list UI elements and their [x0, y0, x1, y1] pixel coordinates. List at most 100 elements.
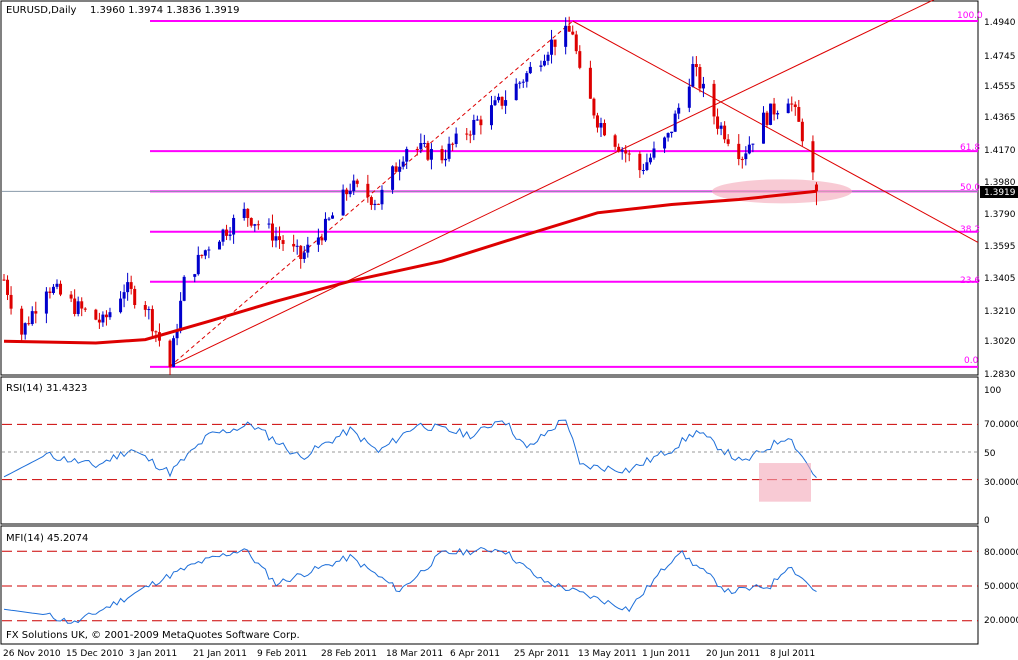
candle-body: [253, 224, 257, 226]
candle-body: [48, 291, 52, 293]
candle-body: [9, 294, 13, 309]
candle-body: [599, 122, 603, 128]
x-axis: 26 Nov 2010 15 Dec 2010 3 Jan 2011 21 Ja…: [3, 649, 815, 659]
x-tick-label: 25 Apr 2011: [514, 649, 570, 659]
candle-body: [228, 234, 232, 236]
mfi-y-axis: 80.0000 50.0000 20.0000: [984, 548, 1018, 626]
candle-body: [207, 249, 211, 251]
ohlc-readout: 1.3960 1.3974 1.3836 1.3919: [90, 5, 240, 16]
candle-body: [94, 309, 98, 320]
candle-body: [175, 330, 179, 339]
candle-body: [673, 113, 677, 132]
candle-body: [23, 323, 27, 335]
candle-body: [249, 218, 253, 226]
candle-body: [316, 237, 320, 245]
candle-body: [712, 83, 716, 117]
candle-body: [270, 223, 274, 241]
candle-body: [521, 81, 525, 83]
candle-body: [624, 150, 628, 154]
candle-body: [539, 65, 543, 67]
candle-body: [444, 158, 448, 161]
candle-body: [76, 301, 80, 314]
candle-body: [567, 25, 571, 32]
candle-body: [126, 282, 130, 293]
trendline: [572, 20, 821, 157]
candle-body: [246, 208, 250, 219]
candle-body: [670, 131, 674, 134]
candle-body: [221, 229, 225, 242]
candle-body: [500, 96, 504, 106]
candle-body: [154, 331, 158, 333]
candle-body: [553, 39, 557, 47]
candle-body: [723, 125, 727, 140]
candle-body: [497, 96, 501, 101]
candle-body: [800, 121, 804, 142]
candle-body: [514, 83, 518, 101]
fib-label-50: 50.0: [960, 183, 980, 193]
candle-body: [44, 291, 48, 314]
mfi-tick-label: 20.0000: [984, 616, 1018, 626]
candle-body: [341, 189, 345, 216]
candle-body: [200, 254, 204, 256]
candle-body: [348, 191, 352, 195]
trendline-extension: [819, 155, 979, 243]
price-y-axis: 1.4940 1.4745 1.4555 1.4365 1.4170 1.398…: [984, 18, 1016, 380]
candle-body: [627, 153, 631, 155]
price-tick-label: 1.4365: [984, 113, 1016, 123]
candle-body: [542, 60, 546, 66]
rsi-line: [3, 419, 817, 478]
price-tick-label: 1.3210: [984, 307, 1016, 317]
price-plot-area: [2, 0, 979, 375]
candle-body: [122, 292, 126, 299]
price-tick-label: 1.3020: [984, 337, 1016, 347]
candle-body: [564, 25, 568, 47]
x-tick-label: 15 Dec 2010: [66, 649, 124, 659]
candle-body: [761, 112, 765, 144]
candle-body: [119, 298, 123, 313]
candle-body: [323, 218, 327, 241]
candle-body: [613, 135, 617, 147]
candle-body: [168, 340, 172, 367]
candle-body: [603, 122, 607, 136]
candle-body: [588, 67, 592, 99]
candle-body: [786, 103, 790, 114]
rsi-oversold-zone: [759, 463, 811, 502]
candle-body: [790, 103, 794, 105]
candle-body: [73, 298, 77, 314]
candle-body: [468, 134, 472, 136]
candle-body: [415, 148, 419, 150]
candle-body: [451, 143, 455, 145]
candle-body: [51, 286, 55, 293]
candle-body: [687, 86, 691, 108]
moving-average-line: [3, 189, 817, 345]
price-tick-label: 1.2830: [984, 370, 1016, 380]
candle-body: [394, 166, 398, 172]
candle-body: [489, 105, 493, 126]
candle-body: [571, 31, 575, 35]
candle-body: [737, 143, 741, 160]
candle-body: [620, 150, 624, 152]
candle-body: [716, 116, 720, 129]
candle-body: [518, 82, 522, 84]
candle-body: [504, 100, 508, 106]
candle-body: [797, 107, 801, 122]
candle-body: [617, 146, 621, 152]
candle-body: [641, 169, 645, 171]
candle-body: [242, 208, 246, 218]
candle-body: [429, 149, 433, 160]
candle-body: [292, 243, 296, 247]
candle-body: [719, 125, 723, 129]
fib-labels: 100.0 61.8 50.0 38.2 23.6 0.0: [957, 11, 983, 366]
candle-body: [150, 309, 154, 332]
candle-body: [648, 157, 652, 163]
candle-body: [726, 139, 730, 144]
rsi-tick-label: 70.0000: [984, 420, 1018, 430]
candle-body: [147, 309, 151, 311]
candle-body: [97, 319, 101, 323]
candle-body: [278, 236, 282, 241]
fib-label-61-8: 61.8: [960, 143, 980, 153]
candle-body: [232, 217, 236, 235]
candle-body: [426, 142, 430, 160]
rsi-panel-frame: [0, 376, 979, 525]
